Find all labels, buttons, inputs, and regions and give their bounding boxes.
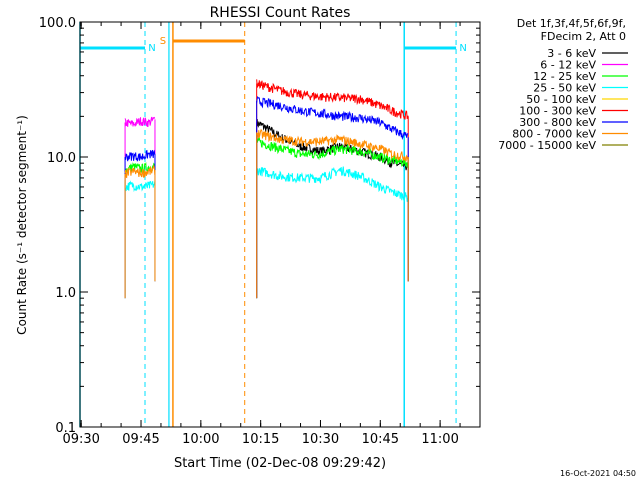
x-tick-label: 10:15	[242, 432, 279, 447]
x-tick-label: 09:45	[122, 432, 159, 447]
plot-frame	[79, 21, 481, 428]
y-axis-label: Count Rate (s⁻¹ detector segment⁻¹)	[15, 115, 29, 335]
x-tick-label: 10:00	[182, 432, 219, 447]
legend-entry-label: 12 - 25 keV	[533, 70, 596, 83]
series-line	[256, 166, 409, 203]
x-tick-label: 10:30	[302, 432, 339, 447]
state-label-n: N	[459, 43, 466, 54]
y-tick-label: 100.0	[39, 16, 76, 31]
data-series-group	[124, 79, 409, 299]
x-tick-label: 10:45	[362, 432, 399, 447]
legend-entry-label: 300 - 800 keV	[519, 116, 596, 129]
legend-entry-label: 50 - 100 keV	[526, 93, 596, 106]
state-label-n: N	[148, 43, 155, 54]
x-axis-label: Start Time (02-Dec-08 09:29:42)	[174, 456, 386, 471]
series-line	[256, 95, 409, 141]
series-line	[256, 129, 409, 162]
footer-timestamp: 16-Oct-2021 04:50	[560, 469, 636, 478]
legend-entry-label: 100 - 300 keV	[519, 105, 596, 118]
series-line	[256, 79, 409, 120]
y-tick-label: 1.0	[55, 286, 76, 301]
y-tick-label: 0.1	[55, 421, 76, 436]
x-tick-label: 09:30	[62, 432, 99, 447]
legend-entry-label: 800 - 7000 keV	[512, 128, 596, 141]
series-line	[124, 180, 156, 193]
series-line	[124, 164, 156, 179]
x-tick-label: 11:00	[421, 432, 458, 447]
legend-header-line-1: Det 1f,3f,4f,5f,6f,9f,	[517, 17, 626, 30]
legend-entry-label: 6 - 12 keV	[540, 59, 596, 72]
legend-entry-label: 3 - 6 keV	[547, 47, 596, 60]
y-tick-label: 10.0	[47, 151, 76, 166]
state-label-s: S	[160, 36, 166, 47]
chart-title: RHESSI Count Rates	[210, 5, 351, 21]
legend: Det 1f,3f,4f,5f,6f,9f, FDecim 2, Att 0 3…	[498, 17, 628, 152]
legend-entry-label: 25 - 50 keV	[533, 82, 596, 95]
series-line	[124, 149, 156, 162]
legend-entry-label: 7000 - 15000 keV	[498, 139, 596, 152]
series-line	[124, 116, 156, 128]
series-line	[256, 136, 409, 168]
legend-header-line-2: FDecim 2, Att 0	[541, 30, 626, 43]
axes-group: 09:30 09:45 10:00 10:15 10:30 10:45 11:00 0.1 1.…	[39, 16, 481, 447]
